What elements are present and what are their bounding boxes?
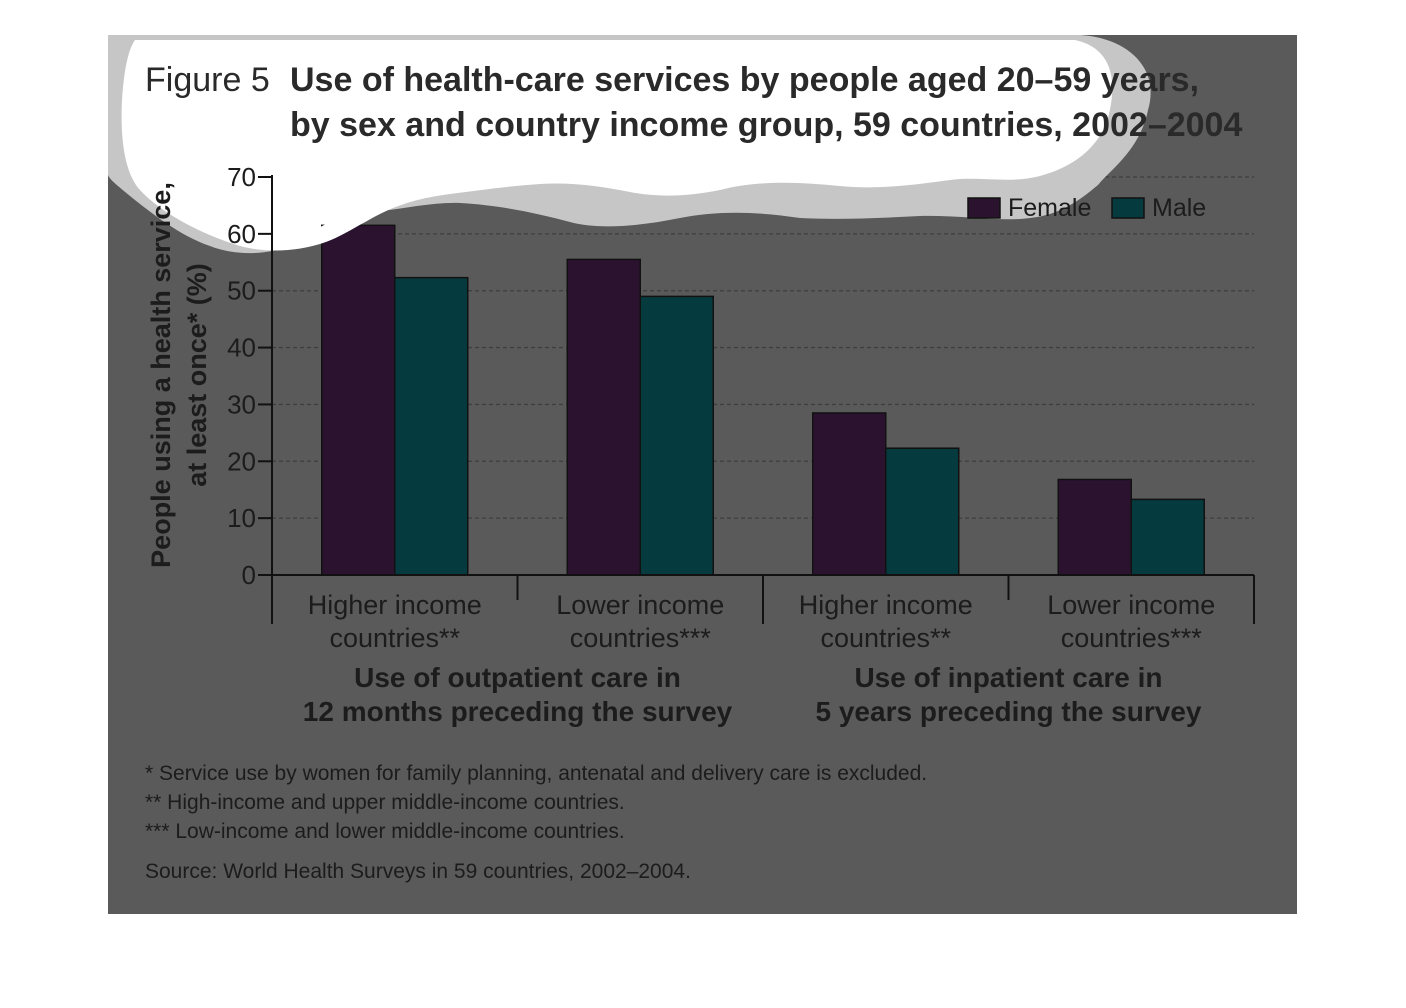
y-tick-label: 60 — [227, 219, 256, 249]
bars — [321, 224, 1205, 576]
group-label: Use of inpatient care in — [854, 662, 1162, 693]
axes — [258, 175, 1255, 624]
y-tick-label: 10 — [227, 503, 256, 533]
legend-swatch-female — [967, 197, 1001, 219]
group-label: 12 months preceding the survey — [303, 696, 733, 727]
y-tick-label: 70 — [227, 162, 256, 192]
figure-title-line-2: by sex and country income group, 59 coun… — [290, 106, 1242, 144]
figure-title-line-1: Use of health-care services by people ag… — [290, 61, 1199, 99]
y-tick-label: 0 — [242, 560, 256, 590]
y-tick-label: 40 — [227, 333, 256, 363]
y-axis-label-line-1: People using a health service, — [146, 182, 176, 568]
source-note: Source: World Health Surveys in 59 count… — [145, 860, 691, 883]
category-label: Lower income — [556, 590, 724, 620]
figure-label: Figure 5 — [145, 61, 270, 99]
y-tick-label: 20 — [227, 446, 256, 476]
legend-swatch-male — [1111, 197, 1145, 219]
bar-male-0 — [394, 276, 469, 576]
category-label: Higher income — [308, 590, 482, 620]
bar-female-1 — [566, 258, 641, 576]
footnote-3: *** Low-income and lower middle-income c… — [145, 820, 625, 843]
bar-female-3 — [1057, 478, 1132, 576]
legend: Female Male — [967, 194, 1206, 222]
category-label: Higher income — [799, 590, 973, 620]
bar-male-2 — [885, 447, 960, 576]
legend-label-female: Female — [1008, 194, 1091, 222]
category-label: countries** — [329, 623, 460, 653]
legend-label-male: Male — [1152, 194, 1206, 222]
overlay-smudge-inner — [121, 40, 1113, 251]
category-label: Lower income — [1047, 590, 1215, 620]
category-label: countries** — [820, 623, 951, 653]
category-label: countries*** — [570, 623, 712, 653]
y-tick-label: 30 — [227, 389, 256, 419]
footnote-1: * Service use by women for family planni… — [145, 762, 927, 785]
footnote-2: ** High-income and upper middle-income c… — [145, 791, 625, 814]
category-label: countries*** — [1061, 623, 1203, 653]
group-label: Use of outpatient care in — [354, 662, 681, 693]
y-axis-label-line-2: at least once* (%) — [182, 263, 212, 487]
bar-female-2 — [812, 412, 887, 576]
bar-male-3 — [1130, 498, 1205, 576]
y-tick-label: 50 — [227, 276, 256, 306]
bar-female-0 — [321, 224, 396, 576]
group-label: 5 years preceding the survey — [816, 696, 1202, 727]
bar-male-1 — [639, 295, 714, 576]
